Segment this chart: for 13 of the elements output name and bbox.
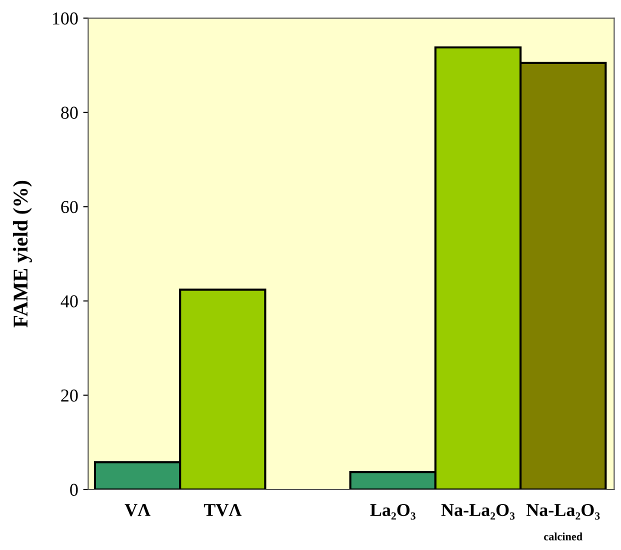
x-tick-label: TVΛ [204, 504, 242, 516]
y-tick-label: 40 [60, 295, 78, 308]
y-tick-label: 0 [70, 484, 78, 496]
x-tick-label: Na-La₂O₃ [526, 504, 600, 520]
x-tick-label: La₂O₃ [370, 504, 416, 520]
x-tick-label: Na-La₂O₃ [441, 504, 515, 520]
y-tick-label: 20 [61, 389, 78, 402]
y-tick-label: 60 [61, 200, 78, 214]
y-axis-title: FAME yield (%) [12, 180, 32, 328]
x-tick-label: VΛ [124, 504, 150, 516]
text: calcined [544, 532, 582, 540]
y-tick-label: 80 [61, 106, 78, 119]
y-tick-label: 100 [52, 12, 78, 25]
